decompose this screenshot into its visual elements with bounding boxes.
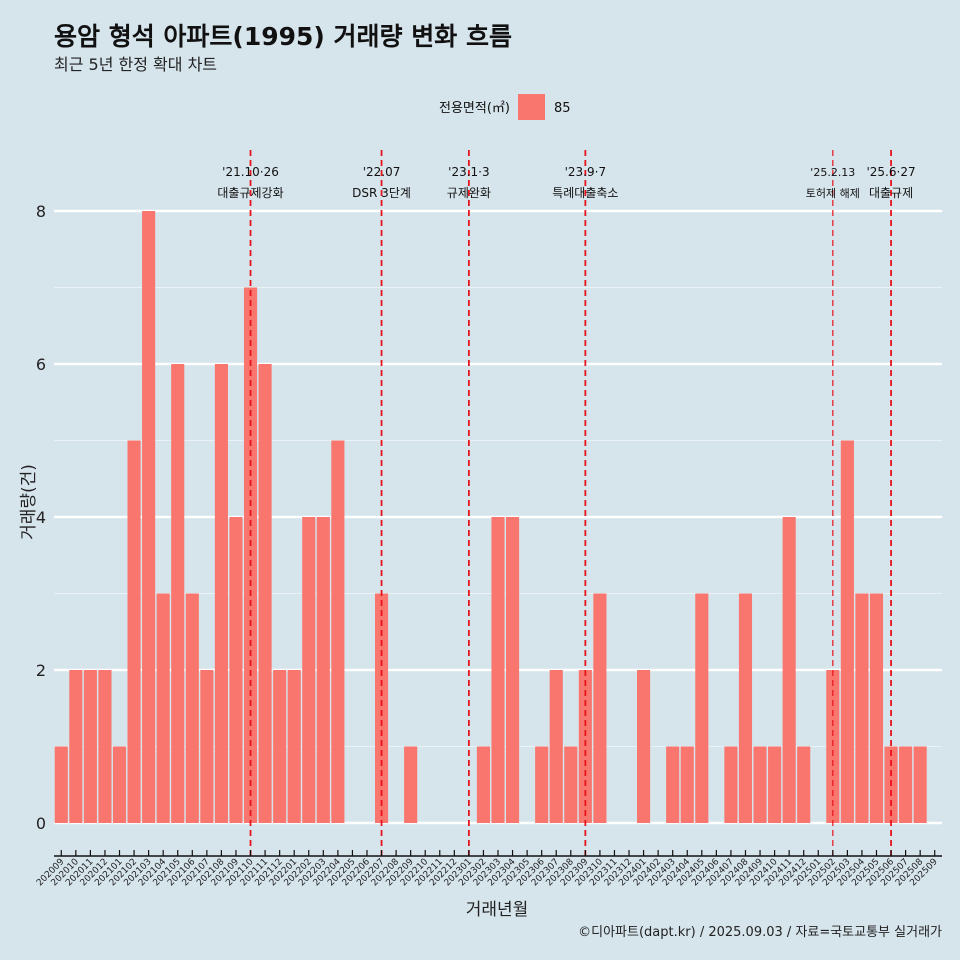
bar-202302	[476, 746, 490, 823]
legend-label: 85	[554, 101, 571, 116]
y-tick-label: 2	[36, 661, 46, 680]
bar-202309	[578, 670, 592, 823]
event-label: 대출규제	[869, 186, 913, 200]
chart-subtitle: 최근 5년 한정 확대 차트	[54, 55, 217, 74]
bar-202209	[404, 746, 418, 823]
bar-202011	[83, 670, 97, 823]
bar-202412	[797, 746, 811, 823]
bar-202201	[287, 670, 301, 823]
bar-202409	[753, 746, 767, 823]
bar-202108	[214, 364, 228, 823]
bars	[54, 211, 927, 823]
bar-202103	[142, 211, 156, 823]
y-tick-label: 0	[36, 814, 46, 833]
caption: ©디아파트(dapt.kr) / 2025.09.03 / 자료=국토교통부 실…	[578, 925, 942, 940]
bar-202203	[316, 517, 330, 823]
bar-202207	[374, 593, 389, 823]
legend-swatch	[518, 94, 545, 120]
y-tick-label: 4	[36, 508, 46, 527]
bar-202010	[69, 670, 83, 823]
event-annotations: '21.10·26 대출규제강화 '22.07 DSR 3단계 '23.1·3 규제완화 '…	[217, 165, 915, 200]
bar-202303	[491, 517, 505, 823]
bar-202112	[273, 670, 287, 823]
event-label: 토허제 해제	[806, 186, 860, 200]
bar-202202	[302, 517, 316, 823]
event-date: '25.6·27	[866, 165, 915, 179]
bar-202104	[156, 593, 170, 823]
bar-202504	[855, 593, 869, 823]
bar-202101	[112, 746, 127, 823]
bar-202404	[680, 746, 694, 823]
bar-202102	[127, 440, 141, 823]
bar-202310	[593, 593, 607, 823]
bar-202505	[869, 593, 884, 823]
bar-202304	[506, 517, 520, 823]
bar-202107	[200, 670, 214, 823]
bar-202109	[229, 517, 243, 823]
legend: 전용면적(㎡) 85	[439, 94, 571, 120]
bar-202507	[899, 746, 913, 823]
bar-202306	[535, 746, 549, 823]
bar-202407	[724, 746, 738, 823]
bar-202009	[54, 746, 68, 823]
x-axis-title: 거래년월	[466, 900, 529, 920]
bar-202405	[695, 593, 709, 823]
event-label: DSR 3단계	[352, 186, 411, 200]
bar-202111	[258, 364, 272, 823]
event-date: '21.10·26	[222, 165, 279, 179]
event-date: '23.1·3	[448, 165, 489, 179]
bar-202106	[185, 593, 199, 823]
event-date: '25.2.13	[810, 166, 855, 179]
y-tick-label: 8	[36, 202, 46, 221]
bar-202503	[840, 440, 854, 823]
bar-202403	[666, 746, 680, 823]
event-label: 규제완화	[447, 186, 491, 200]
bar-202408	[738, 593, 753, 823]
event-date: '22.07	[363, 165, 401, 179]
bar-202410	[768, 746, 782, 823]
event-lines	[249, 150, 892, 856]
bar-202204	[331, 440, 345, 823]
bar-202502	[826, 670, 840, 823]
bar-202307	[549, 670, 563, 823]
chart-title: 용암 형석 아파트(1995) 거래량 변화 흐름	[54, 22, 512, 51]
event-label: 특례대출축소	[552, 186, 618, 200]
y-tick-labels: 0 2 4 6 8	[36, 202, 46, 833]
bar-202105	[171, 364, 185, 823]
bar-202012	[98, 670, 112, 823]
bar-202401	[637, 670, 651, 823]
bar-202508	[913, 746, 927, 823]
bar-202308	[564, 746, 578, 823]
event-date: '23.9·7	[565, 165, 606, 179]
x-axis: 2020092020102020112020122021012021022021…	[35, 850, 942, 888]
y-tick-label: 6	[36, 355, 46, 374]
bar-202411	[782, 517, 796, 823]
event-label: 대출규제강화	[217, 186, 283, 200]
y-axis-title: 거래량(건)	[19, 464, 39, 540]
legend-title: 전용면적(㎡)	[439, 101, 510, 116]
